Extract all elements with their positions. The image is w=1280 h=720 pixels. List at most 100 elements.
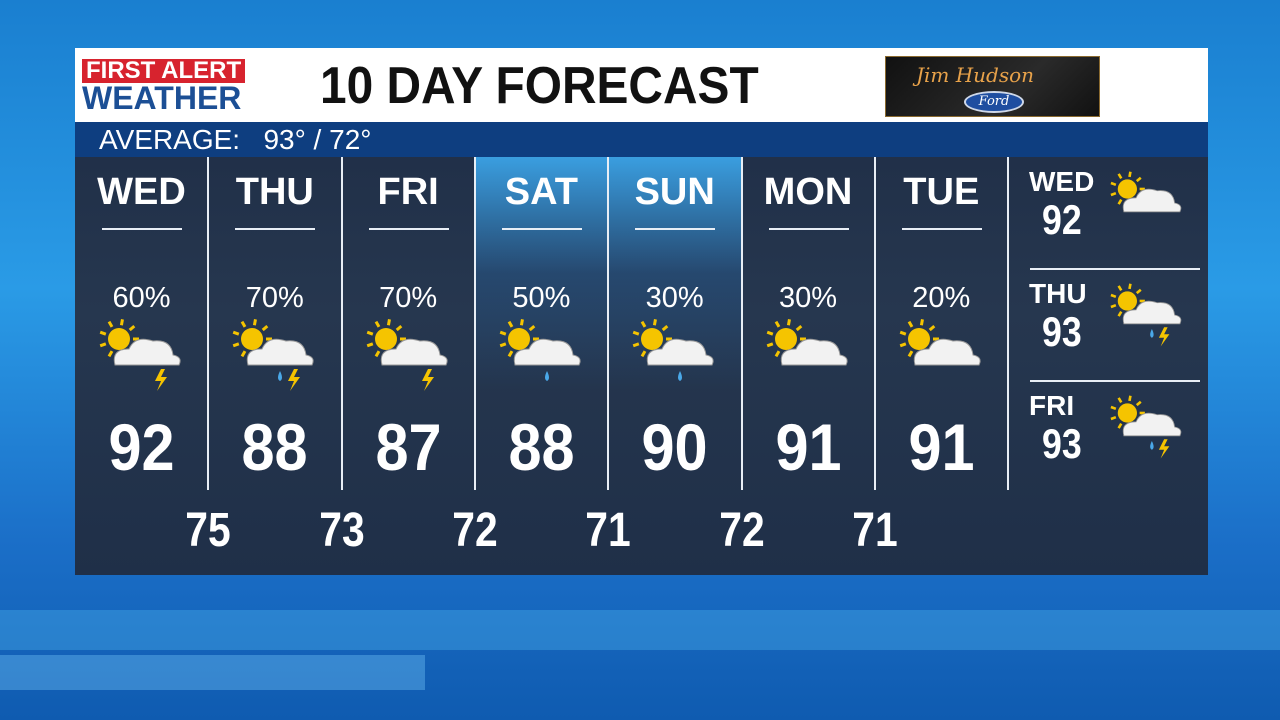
precip-chance: 50% [512, 282, 571, 314]
ford-oval: Ford [964, 91, 1024, 113]
column-divider [473, 157, 476, 490]
partly-cloudy-icon [764, 315, 854, 395]
raindrop-icon [1150, 441, 1154, 450]
high-temp: 91 [908, 410, 975, 484]
extended-day-thu: THU 93 [1025, 278, 1205, 378]
average-bar: AVERAGE: 93° / 72° [75, 122, 1208, 157]
high-temp: 92 [108, 410, 175, 484]
extended-day-wed: WED 92 [1025, 166, 1205, 266]
day-label: FRI [377, 171, 439, 213]
precip-chance: 20% [912, 282, 971, 314]
low-temp: 72 [718, 504, 765, 557]
high-temp: 90 [641, 410, 708, 484]
cloud-icon [1122, 188, 1182, 213]
forecast-panel: FIRST ALERT WEATHER 10 DAY FORECAST Jim … [75, 48, 1208, 575]
cloud-icon [647, 338, 714, 366]
divider [635, 228, 716, 230]
divider [901, 228, 982, 230]
low-temp: 75 [185, 504, 231, 557]
day-column-thu: THU 70% 88 [208, 157, 341, 490]
raindrop-icon [678, 371, 683, 381]
low-temp: 73 [318, 504, 365, 557]
high-temp: 93 [1042, 420, 1082, 467]
precip-chance: 30% [645, 282, 704, 314]
column-divider [740, 157, 743, 490]
partly-sunny-thunderstorm-icon [364, 315, 454, 395]
partly-sunny-rain-thunderstorm-icon [230, 315, 320, 395]
day-label: THU [235, 171, 314, 213]
cloud-icon [913, 338, 981, 366]
divider [235, 228, 316, 230]
page-title: 10 DAY FORECAST [320, 57, 759, 115]
day-label: WED [1029, 166, 1095, 197]
cloud-icon [780, 338, 848, 366]
partly-cloudy-icon [1105, 168, 1190, 238]
precip-chance: 30% [778, 282, 838, 314]
day-label: THU [1029, 278, 1087, 309]
day-column-sat: SAT 50% 88 [474, 157, 608, 490]
background-stripe [0, 655, 425, 690]
high-temp: 88 [508, 410, 575, 484]
divider [368, 228, 449, 230]
cloud-icon [1122, 300, 1182, 325]
lightning-icon [155, 369, 167, 391]
lightning-icon [1158, 327, 1170, 347]
day-label: WED [97, 171, 186, 213]
sponsor-logo: Jim Hudson Ford [885, 56, 1100, 117]
low-temp: 72 [452, 504, 498, 557]
precip-chance: 70% [379, 282, 438, 314]
header-bar: FIRST ALERT WEATHER 10 DAY FORECAST Jim … [75, 48, 1208, 122]
background-stripe [0, 610, 1280, 650]
column-divider [873, 157, 876, 490]
divider [1030, 380, 1200, 382]
high-temp: 87 [375, 410, 442, 484]
logo-line1: FIRST ALERT [82, 59, 246, 83]
sun-icon [632, 319, 673, 359]
column-divider [607, 157, 610, 490]
divider [501, 228, 582, 230]
low-temp: 71 [585, 504, 631, 557]
cloud-icon [1122, 412, 1182, 437]
extended-day-fri: FRI 93 [1025, 390, 1205, 490]
precip-chance: 70% [245, 282, 304, 314]
high-temp: 88 [241, 410, 308, 484]
sponsor-name: Jim Hudson [916, 63, 1035, 87]
partly-sunny-rain-icon [497, 315, 587, 395]
cloud-icon [380, 338, 448, 366]
divider [102, 228, 182, 230]
precip-chance: 60% [112, 282, 171, 314]
partly-sunny-rain-thunderstorm-icon [1105, 392, 1190, 462]
day-column-tue: TUE 20% 91 [875, 157, 1008, 490]
day-column-wed: WED 60% 92 [75, 157, 208, 490]
partly-sunny-rain-thunderstorm-icon [1105, 280, 1190, 350]
column-divider [340, 157, 343, 490]
lightning-icon [288, 369, 301, 391]
column-divider [207, 157, 210, 490]
high-temp: 92 [1042, 196, 1082, 243]
divider [1030, 268, 1200, 270]
high-temp: 93 [1042, 308, 1082, 355]
day-label: SUN [634, 171, 715, 213]
raindrop-icon [1150, 329, 1154, 338]
day-column-fri: FRI 70% 87 [342, 157, 475, 490]
cloud-icon [113, 338, 181, 366]
raindrop-icon [544, 371, 549, 381]
average-label: AVERAGE: [99, 124, 241, 155]
day-label: TUE [903, 171, 980, 213]
first-alert-weather-logo: FIRST ALERT WEATHER [82, 59, 288, 116]
logo-line2: WEATHER [82, 80, 242, 116]
sun-icon [1110, 283, 1145, 319]
day-column-sun: SUN 30% 90 [608, 157, 742, 490]
partly-sunny-thunderstorm-icon [97, 315, 187, 395]
lightning-icon [1158, 439, 1170, 459]
lightning-icon [421, 369, 434, 391]
day-column-mon: MON 30% 91 [742, 157, 875, 490]
cloud-icon [513, 338, 581, 366]
high-temp: 91 [774, 410, 842, 484]
average-value: 93° / 72° [263, 124, 372, 155]
low-temp: 71 [852, 504, 898, 557]
day-label: FRI [1029, 390, 1075, 421]
day-label: SAT [504, 171, 578, 213]
divider [768, 228, 849, 230]
partly-sunny-rain-icon [630, 315, 720, 395]
